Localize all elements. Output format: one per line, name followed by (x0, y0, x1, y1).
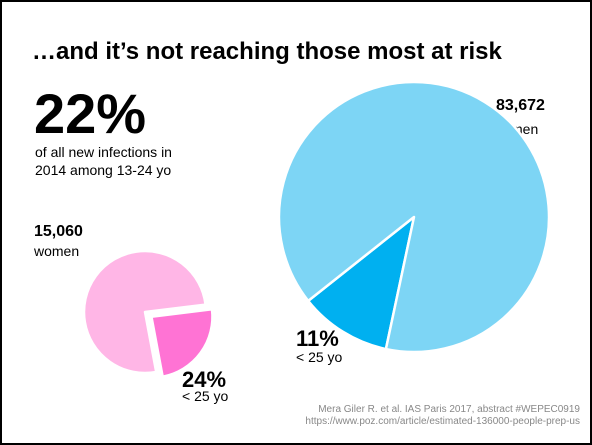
headline-description-line-2: 2014 among 13-24 yo (35, 162, 172, 178)
women-pie-slice-other (82, 249, 207, 375)
women-count-label: 15,060 (34, 223, 83, 240)
source-line-2: https://www.poz.com/article/estimated-13… (305, 416, 580, 427)
headline-description: of all new infections in 2014 among 13-2… (35, 143, 235, 179)
men-percent-sublabel: < 25 yo (296, 349, 343, 365)
headline-description-line-1: of all new infections in (35, 144, 172, 160)
women-percent-sublabel: < 25 yo (182, 388, 229, 404)
source-citation: Mera Giler R. et al. IAS Paris 2017, abs… (305, 404, 580, 428)
headline-stat: 22% (34, 82, 147, 145)
men-count-label: 83,672 (496, 97, 545, 114)
men-pie-slice-under-25 (306, 215, 416, 351)
men-percent-label: 11% (296, 326, 339, 351)
women-percent-label: 24% (182, 367, 227, 392)
men-pie-slice-other (277, 80, 551, 354)
slide-title: …and it’s not reaching those most at ris… (32, 38, 502, 65)
source-line-1: Mera Giler R. et al. IAS Paris 2017, abs… (318, 404, 580, 415)
women-pie-slice-under-25 (150, 308, 214, 378)
women-group-label: women (34, 243, 80, 259)
